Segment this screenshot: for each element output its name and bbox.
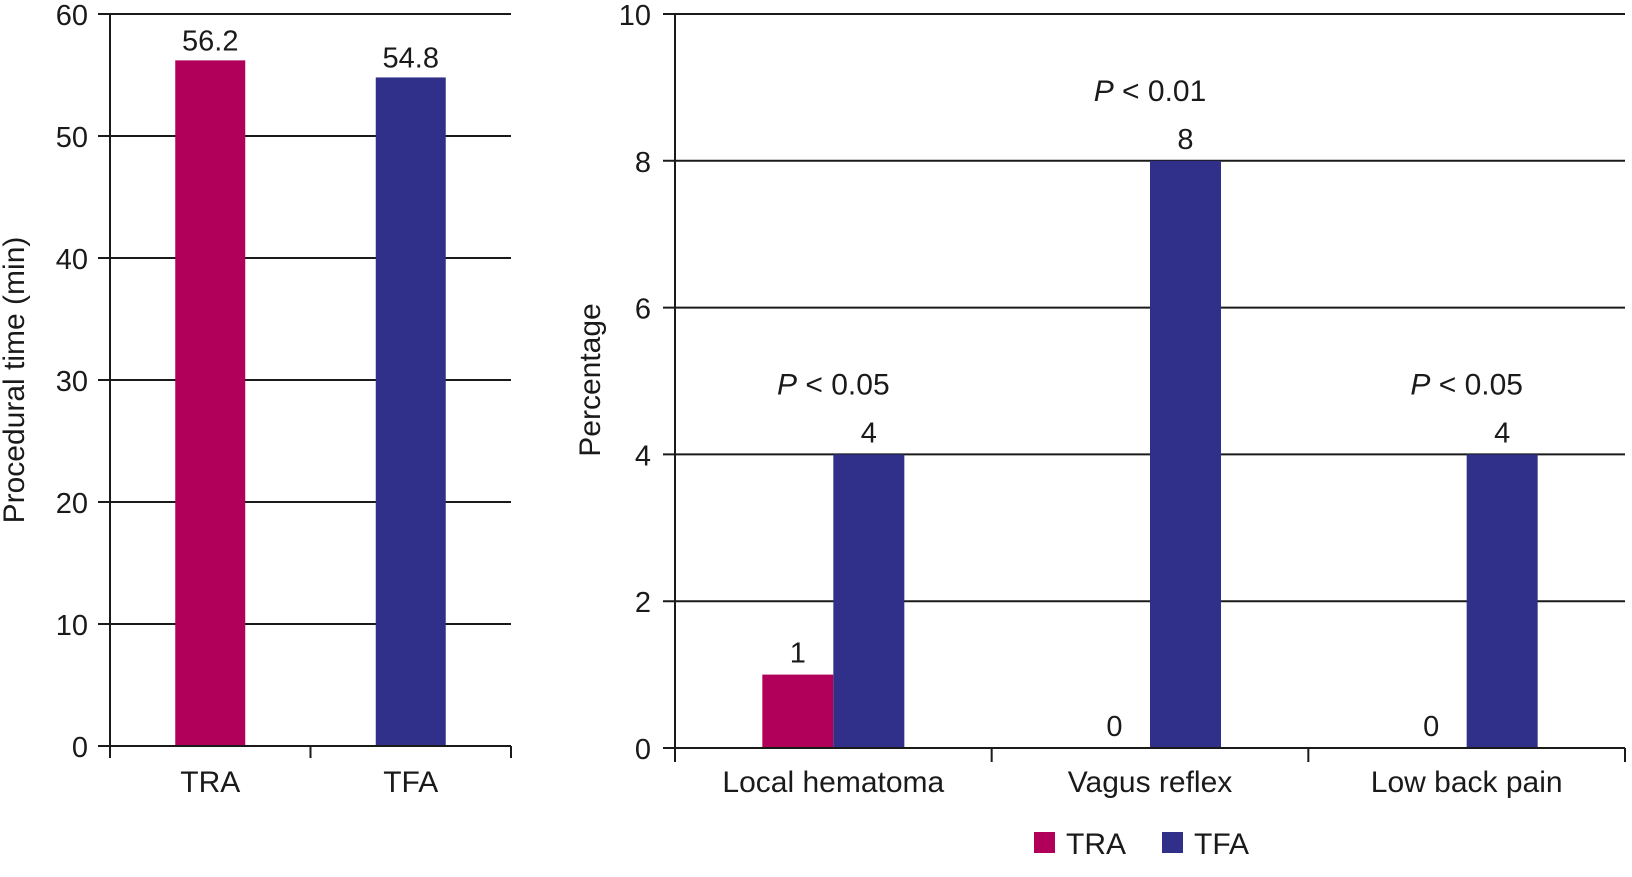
p-value-annotation: P < 0.05 [1410,368,1523,401]
data-label: 56.2 [182,25,238,57]
p-symbol: P [1094,75,1114,108]
right-y-axis-title: Percentage [574,303,607,456]
x-tick-label: Vagus reflex [1068,766,1233,799]
data-label: 4 [861,417,877,449]
y-tick-label: 50 [56,122,88,154]
data-label: 4 [1494,417,1510,449]
bar-local-hematoma-tfa [833,454,905,748]
legend-swatch-tfa [1162,832,1183,853]
y-tick-label: 40 [56,244,88,276]
bar-local-hematoma-tra [762,674,834,748]
y-tick-label: 10 [56,610,88,642]
data-label: 0 [1423,711,1439,743]
x-tick-label: Local hematoma [722,766,944,799]
p-value-text: < 0.05 [797,368,890,401]
y-tick-label: 20 [56,488,88,520]
y-tick-label: 2 [635,587,651,619]
y-tick-label: 60 [56,0,88,32]
p-value-text: < 0.05 [1430,368,1523,401]
data-label: 54.8 [383,42,439,74]
p-symbol: P [1410,368,1430,401]
p-value-annotation: P < 0.01 [1094,75,1207,108]
y-tick-label: 30 [56,366,88,398]
bar-tfa [375,77,446,746]
p-value-text: < 0.01 [1114,75,1207,108]
y-tick-label: 0 [635,734,651,766]
y-tick-label: 10 [619,0,651,32]
y-tick-label: 4 [635,440,651,472]
left-y-axis-title: Procedural time (min) [0,237,31,524]
data-label: 0 [1106,711,1122,743]
y-tick-label: 6 [635,294,651,326]
p-symbol: P [777,368,797,401]
y-tick-label: 0 [72,732,88,764]
procedural-time-chart: Procedural time (min) 0 10 20 30 40 50 60 TRA T… [0,0,512,799]
p-value-annotation: P < 0.05 [777,368,890,401]
y-tick-label: 8 [635,147,651,179]
x-tick-label: TFA [383,766,438,799]
data-label: 1 [790,638,806,670]
data-label: 8 [1177,124,1193,156]
legend: TRA TFA [1034,828,1249,861]
legend-label-tra: TRA [1066,828,1126,861]
bar-low-back-pain-tfa [1466,454,1538,748]
x-tick-label: TRA [180,766,240,799]
bar-vagus-reflex-tfa [1150,160,1221,749]
legend-swatch-tra [1034,832,1055,853]
bar-tra [175,60,246,747]
legend-label-tfa: TFA [1194,828,1249,861]
x-tick-label: Low back pain [1371,766,1563,799]
